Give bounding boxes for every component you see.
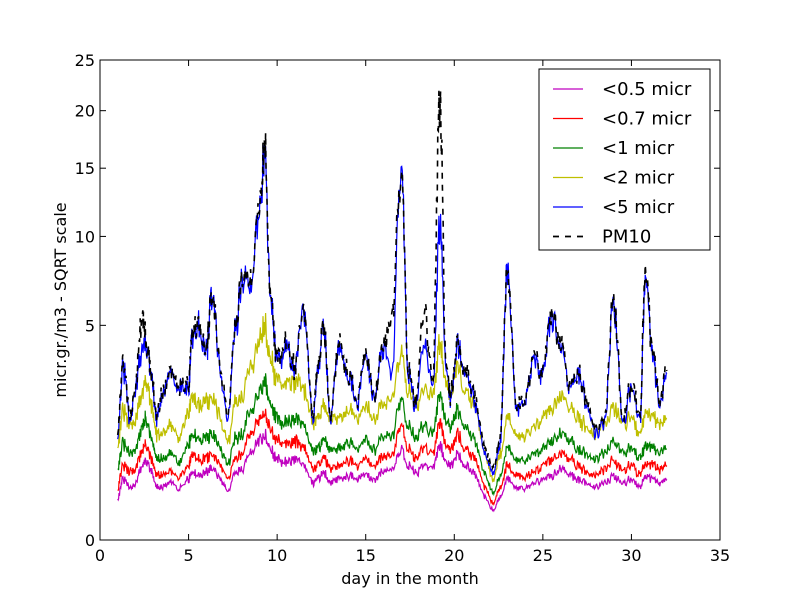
legend-label-4: <5 micr	[602, 197, 675, 218]
x-tick-label: 5	[183, 546, 193, 565]
y-tick-label: 20	[75, 102, 95, 121]
y-tick-label: 5	[85, 316, 95, 335]
legend-label-5: PM10	[602, 227, 651, 248]
x-tick-label: 30	[621, 546, 641, 565]
series-line-3	[117, 312, 668, 483]
legend: <0.5 micr <0.7 micr <1 micr <2 micr <5 micr P…	[538, 68, 711, 251]
series-line-2	[117, 373, 668, 497]
y-tick-label: 15	[75, 159, 95, 178]
y-tick-label: 10	[75, 227, 95, 246]
x-axis-label: day in the month	[341, 569, 478, 588]
legend-label-2: <1 micr	[602, 138, 675, 159]
series-line-1	[117, 408, 668, 507]
plot-frame	[99, 59, 721, 541]
x-tick-label: 35	[710, 546, 730, 565]
y-tick-label: 0	[85, 531, 95, 550]
series-line-0	[117, 428, 668, 513]
series-line-5	[116, 90, 668, 471]
x-tick-label: 0	[95, 546, 105, 565]
x-tick-label: 20	[444, 546, 464, 565]
x-tick-label: 10	[267, 546, 287, 565]
y-axis-label: micr.gr./m3 - SQRT scale	[51, 202, 70, 397]
x-tick-label: 15	[356, 546, 376, 565]
ticks-layer: 0 5 10 15 20 25 30 35 0 5 10 15 20 25	[75, 51, 731, 565]
legend-label-3: <2 micr	[602, 168, 675, 189]
legend-label-0: <0.5 micr	[602, 79, 692, 100]
legend-frame	[538, 68, 711, 251]
x-tick-label: 25	[533, 546, 553, 565]
series-layer	[116, 90, 668, 513]
legend-label-1: <0.7 micr	[602, 109, 692, 130]
y-tick-label: 25	[75, 51, 95, 70]
